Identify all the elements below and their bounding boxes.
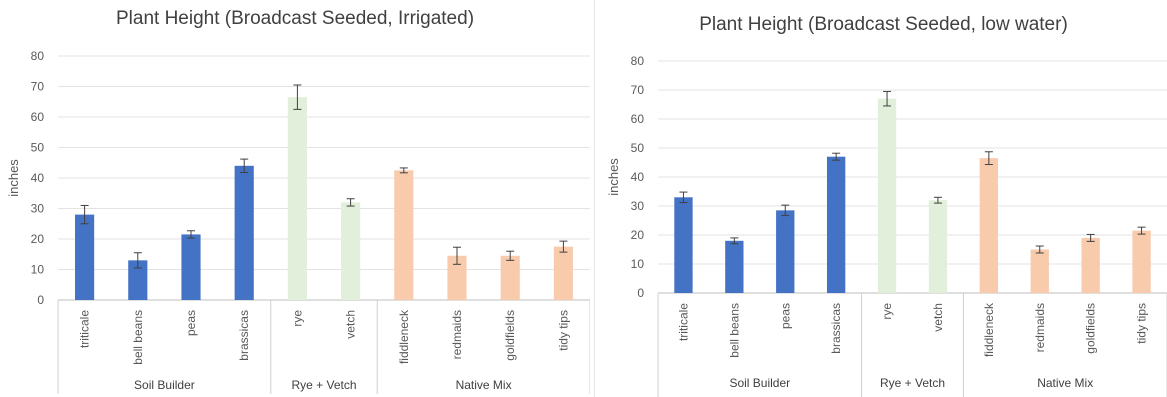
y-tick-label: 80 xyxy=(31,49,45,63)
bar-goldfields xyxy=(1081,237,1100,293)
y-tick-label: 10 xyxy=(31,263,45,277)
x-tick-label: fiddleneck xyxy=(397,309,411,364)
y-tick-label: 60 xyxy=(31,110,45,124)
bar-redmaids xyxy=(447,255,467,300)
x-tick-label: vetch xyxy=(931,303,945,332)
y-tick-label: 70 xyxy=(31,80,45,94)
x-tick-label: tidy tips xyxy=(556,310,570,351)
bar-goldfields xyxy=(500,255,520,300)
y-tick-label: 30 xyxy=(31,202,45,216)
x-tick-label: triticale xyxy=(676,303,690,341)
panel-divider xyxy=(594,0,595,397)
y-tick-label: 70 xyxy=(631,83,645,97)
bar-tidy-tips xyxy=(553,246,573,300)
y-tick-label: 60 xyxy=(631,112,645,126)
chart-low-water-plot: 0 10 20 30 40 50 60 70 80 inches triticale bell bea… xyxy=(606,54,1167,397)
x-tick-label: goldfields xyxy=(503,310,517,361)
x-tick-label: rye xyxy=(880,303,894,320)
chart-title: Plant Height (Broadcast Seeded, low wate… xyxy=(699,14,1068,35)
group-label: Rye + Vetch xyxy=(291,378,356,392)
bar-peas xyxy=(181,234,201,300)
y-tick-label: 50 xyxy=(631,141,645,155)
x-tick-label: fiddleneck xyxy=(982,302,996,357)
x-tick-label: peas xyxy=(778,303,792,329)
bar-tidy-tips xyxy=(1132,230,1151,293)
y-axis-title: inches xyxy=(6,159,21,197)
bar-vetch xyxy=(341,202,361,300)
x-tick-label: triticale xyxy=(78,310,92,348)
chart-title: Plant Height (Broadcast Seeded, Irrigate… xyxy=(115,8,475,29)
x-tick-label: peas xyxy=(184,310,198,336)
y-tick-label: 40 xyxy=(31,171,45,185)
y-tick-label: 80 xyxy=(631,54,645,68)
group-label: Native Mix xyxy=(456,378,512,392)
chart-low-water: Plant Height (Broadcast Seeded, low wate… xyxy=(600,0,1167,397)
y-tick-label: 0 xyxy=(637,286,644,300)
x-tick-label: vetch xyxy=(344,310,358,339)
group-label: Native Mix xyxy=(1037,376,1093,390)
x-tick-label: redmaids xyxy=(450,310,464,359)
x-tick-label: rye xyxy=(290,310,304,327)
x-tick-label: brassicas xyxy=(237,310,251,361)
y-axis-title: inches xyxy=(606,158,621,196)
x-tick-label: brassicas xyxy=(829,303,843,354)
y-tick-label: 10 xyxy=(631,257,645,271)
bar-brassicas xyxy=(826,156,846,293)
x-tick-label: bell beans xyxy=(727,303,741,358)
bar-brassicas xyxy=(234,165,254,300)
bar-fiddleneck xyxy=(394,170,414,300)
bar-triticale xyxy=(75,214,95,300)
bar-rye xyxy=(287,97,307,300)
bar-vetch xyxy=(928,200,948,293)
y-tick-label: 40 xyxy=(631,170,645,184)
bar-bell-beans xyxy=(725,240,744,293)
x-tick-label: tidy tips xyxy=(1135,303,1149,344)
y-tick-label: 30 xyxy=(631,199,645,213)
bar-peas xyxy=(776,210,795,293)
group-label: Rye + Vetch xyxy=(880,376,945,390)
bar-redmaids xyxy=(1030,249,1049,293)
y-tick-label: 0 xyxy=(37,293,44,307)
group-label: Soil Builder xyxy=(729,376,790,390)
x-tick-label: bell beans xyxy=(131,310,145,365)
chart-irrigated-plot: 0 10 20 30 40 50 60 70 80 inches triticale bell bea… xyxy=(6,49,590,394)
chart-irrigated: Plant Height (Broadcast Seeded, Irrigate… xyxy=(6,8,590,394)
bar-triticale xyxy=(674,197,693,293)
x-tick-label: goldfields xyxy=(1084,303,1098,354)
x-tick-label: redmaids xyxy=(1033,303,1047,352)
bar-rye xyxy=(877,98,897,293)
bar-fiddleneck xyxy=(979,158,999,293)
group-label: Soil Builder xyxy=(134,378,195,392)
bar-bell-beans xyxy=(128,260,148,300)
y-tick-label: 20 xyxy=(31,232,45,246)
y-tick-label: 20 xyxy=(631,228,645,242)
y-tick-label: 50 xyxy=(31,141,45,155)
